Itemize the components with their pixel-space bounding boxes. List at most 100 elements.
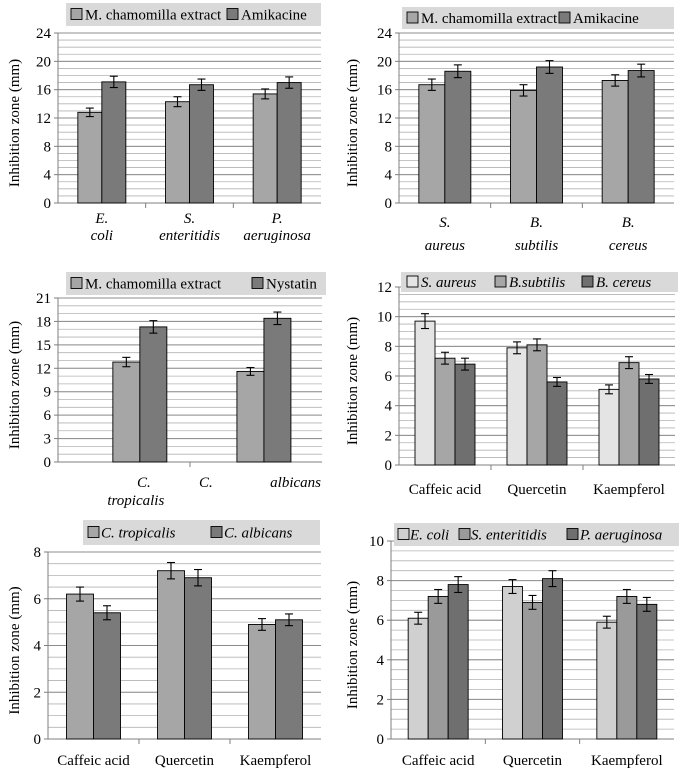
- category-label: Kaempferol: [591, 753, 663, 768]
- legend-swatch: [406, 11, 419, 24]
- legend: M. chamomilla extract Nystatin: [66, 272, 326, 295]
- category-label: Caffeic acid: [409, 482, 482, 498]
- category-label: Caffeic acid: [402, 753, 475, 768]
- bar: [454, 363, 476, 466]
- legend: E. coli S. enteritidis P. aeruginosa: [394, 523, 679, 546]
- y-tick-label: 8: [34, 545, 42, 561]
- y-tick-label: 16: [377, 83, 393, 99]
- y-tick-label: 2: [377, 692, 385, 708]
- legend-swatch: [406, 275, 419, 288]
- y-tick-label: 10: [369, 534, 384, 550]
- legend-swatch: [494, 275, 507, 288]
- legend-swatch: [458, 528, 471, 540]
- legend-label: S. aureus: [421, 275, 476, 291]
- y-tick-label: 6: [34, 592, 42, 608]
- y-tick-label: 12: [36, 361, 51, 377]
- bar: [636, 603, 658, 740]
- y-tick-label: 8: [385, 139, 393, 155]
- y-tick-label: 4: [377, 653, 385, 669]
- chart-4: 0 2 4 6 8 10 12 Inhibition zone (mm) Caffeic aci…: [345, 272, 678, 498]
- category-label: aureus: [425, 238, 465, 254]
- y-axis-label: Inhibition zone (mm): [345, 317, 361, 445]
- legend-label: S. enteritidis: [471, 528, 547, 544]
- chart-5: 0 2 4 6 8 Inhibition zone (mm) Caffeic acid Que…: [7, 520, 321, 768]
- bar: [101, 81, 127, 204]
- y-tick-label: 12: [377, 280, 392, 296]
- legend-label: M. chamomilla extract: [421, 11, 558, 27]
- bar: [252, 93, 278, 204]
- bar: [444, 70, 472, 204]
- y-tick-label: 12: [36, 111, 51, 127]
- y-tick-label: 4: [385, 399, 393, 415]
- category-label: Kaempferol: [593, 482, 665, 498]
- y-axis-label: Inhibition zone (mm): [7, 321, 23, 449]
- bar: [638, 378, 660, 466]
- legend: M. chamomilla extract Amikacine: [66, 3, 321, 26]
- bar: [157, 570, 185, 740]
- category-label: S.: [184, 211, 195, 227]
- category-label: C.: [199, 475, 213, 491]
- bar: [601, 80, 629, 204]
- y-tick-label: 16: [36, 83, 52, 99]
- legend-box: [66, 3, 321, 26]
- bar: [542, 578, 563, 740]
- legend-label: M. chamomilla extract: [85, 8, 222, 24]
- category-label: aeruginosa: [243, 228, 311, 244]
- legend-swatch: [251, 277, 264, 289]
- legend-label: E. coli: [409, 528, 449, 544]
- y-tick-label: 4: [44, 168, 52, 184]
- y-tick-label: 6: [377, 613, 385, 629]
- y-tick-label: 0: [377, 732, 385, 748]
- bar: [139, 326, 168, 463]
- y-tick-label: 0: [385, 196, 393, 212]
- bar: [616, 595, 638, 740]
- category-label: S.: [439, 215, 450, 231]
- y-axis-label: Inhibition zone (mm): [345, 59, 361, 187]
- y-tick-label: 20: [377, 54, 392, 70]
- category-label: cereus: [609, 238, 648, 254]
- bar: [407, 617, 429, 740]
- y-tick-label: 21: [36, 291, 51, 307]
- legend-box: [402, 7, 674, 29]
- bar: [184, 577, 212, 740]
- legend-label: M. chamomilla extract: [85, 277, 222, 293]
- bar: [112, 361, 141, 463]
- bar: [447, 584, 469, 740]
- legend-swatch: [70, 8, 83, 20]
- bar: [502, 586, 523, 740]
- y-tick-label: 8: [385, 339, 393, 355]
- bar: [189, 84, 214, 204]
- chart-2: 0 4 8 12 16 20 24 Inhibition zone (mm) S. aureus B…: [345, 7, 674, 254]
- category-label: Quercetin: [155, 753, 215, 768]
- category-label: Caffeic acid: [57, 753, 130, 768]
- y-axis-label: Inhibition zone (mm): [345, 581, 361, 709]
- chart-6: 0 2 4 6 8 10 Inhibition zone (mm) Caffeic acid Q…: [345, 523, 679, 768]
- bar: [93, 612, 121, 740]
- y-tick-label: 24: [377, 26, 393, 42]
- legend-swatch: [566, 528, 579, 540]
- bar: [506, 347, 528, 466]
- bar: [522, 601, 543, 740]
- category-label: coli: [91, 228, 114, 244]
- bar: [618, 362, 640, 466]
- y-tick-label: 8: [44, 139, 52, 155]
- y-tick-label: 6: [44, 408, 52, 424]
- y-tick-label: 0: [385, 458, 393, 474]
- legend-label: B. cereus: [596, 275, 651, 291]
- y-tick-label: 12: [377, 111, 392, 127]
- category-label: Kaempferol: [240, 753, 312, 768]
- legend-label: Nystatin: [266, 277, 317, 293]
- legend: M. chamomilla extract Amikacine: [402, 7, 674, 29]
- bar: [546, 381, 568, 466]
- legend-label: C. tropicalis: [101, 526, 176, 542]
- bar: [598, 388, 620, 466]
- legend-label: B.subtilis: [509, 275, 565, 291]
- bar: [510, 89, 537, 204]
- y-axis-label: Inhibition zone (mm): [7, 586, 23, 714]
- category-label: tropicalis: [107, 493, 164, 509]
- y-tick-label: 2: [385, 428, 393, 444]
- category-label: C.: [137, 475, 151, 491]
- y-tick-label: 9: [44, 385, 52, 401]
- legend-swatch: [210, 526, 223, 538]
- bar: [526, 344, 548, 466]
